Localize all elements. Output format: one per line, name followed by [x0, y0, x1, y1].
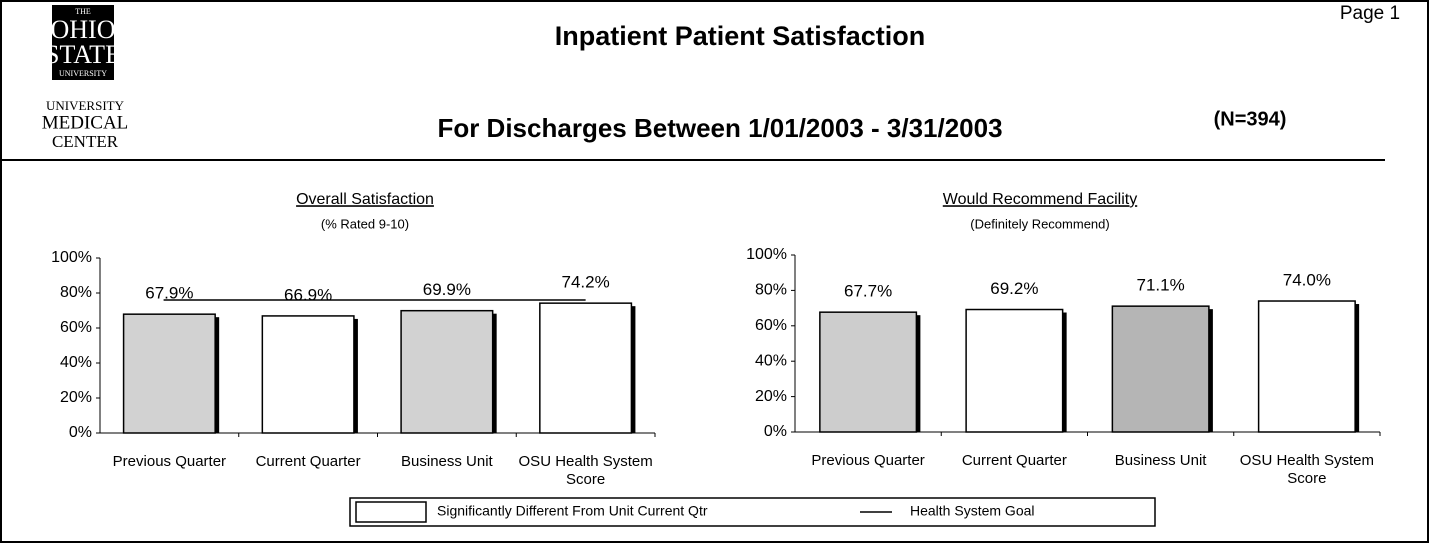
value-label: 67.9% — [145, 284, 193, 303]
x-tick-label-box: Business Unit — [1114, 452, 1207, 469]
y-tick-label: 60% — [60, 319, 92, 336]
x-tick-label: Previous Quarter — [811, 452, 925, 469]
bar — [965, 308, 1064, 433]
logo-block — [52, 5, 114, 80]
x-tick-label: Previous Quarter — [112, 453, 227, 470]
logo-text: CENTER — [52, 132, 119, 151]
chart-subtitle: (Definitely Recommend) — [970, 216, 1109, 231]
x-tick-label-box: Current Quarter — [255, 453, 361, 470]
y-tick-label: 80% — [60, 284, 92, 301]
x-tick-label: OSU Health System Score — [518, 453, 653, 488]
value-label: 71.1% — [1137, 276, 1185, 295]
report-subtitle: For Discharges Between 1/01/2003 - 3/31/… — [437, 113, 1002, 143]
logo: THE OHIO STATE UNIVERSITY UNIVERSITY MED… — [42, 5, 129, 151]
x-tick-label-box: Previous Quarter — [112, 453, 227, 470]
x-tick-label-box: OSU Health System Score — [518, 453, 653, 488]
bar — [1257, 300, 1356, 433]
page-number: Page 1 — [1340, 3, 1400, 24]
y-tick-label: 40% — [755, 352, 787, 369]
legend-swatch — [355, 501, 427, 523]
bar — [1111, 305, 1210, 433]
x-tick-label-box: Current Quarter — [961, 452, 1067, 469]
sample-size: (N=394) — [1214, 108, 1287, 130]
y-tick-label: 60% — [755, 317, 787, 334]
chart-subtitle: (% Rated 9-10) — [321, 216, 409, 231]
logo-text: MEDICAL — [42, 112, 129, 133]
x-tick-label-box: OSU Health System Score — [1239, 452, 1374, 487]
y-tick-label: 20% — [755, 388, 787, 405]
legend-label: Significantly Different From Unit Curren… — [437, 503, 708, 519]
bar — [261, 315, 355, 434]
report-title: Inpatient Patient Satisfaction — [555, 21, 926, 51]
value-label: 69.9% — [423, 280, 471, 299]
legend: Significantly Different From Unit Curren… — [349, 497, 1156, 527]
value-label: 66.9% — [284, 285, 332, 304]
legend-label: Health System Goal — [910, 503, 1035, 519]
logo-text: UNIVERSITY — [59, 69, 107, 78]
logo-text: UNIVERSITY — [46, 98, 125, 113]
x-tick-label: Current Quarter — [255, 453, 361, 470]
y-tick-label: 0% — [764, 423, 787, 440]
logo-text: STATE — [45, 40, 121, 69]
x-tick-label: Current Quarter — [961, 452, 1067, 469]
value-label: 69.2% — [990, 279, 1038, 298]
y-tick-label: 100% — [51, 249, 92, 266]
y-tick-label: 40% — [60, 354, 92, 371]
y-tick-label: 0% — [69, 424, 92, 441]
x-tick-label-box: Business Unit — [401, 453, 493, 470]
x-tick-label: OSU Health System Score — [1239, 452, 1374, 487]
value-label: 67.7% — [844, 282, 892, 301]
value-label: 74.0% — [1283, 271, 1331, 290]
bar — [539, 302, 633, 434]
logo-text: THE — [75, 7, 91, 16]
bar — [819, 311, 918, 433]
bar — [122, 313, 216, 434]
bar — [400, 309, 494, 434]
x-tick-label: Business Unit — [401, 453, 493, 470]
value-label: 74.2% — [562, 273, 610, 292]
y-tick-label: 80% — [755, 282, 787, 299]
legend-box — [349, 497, 1156, 527]
x-tick-label: Business Unit — [1114, 452, 1207, 469]
chart-title: Overall Satisfaction — [296, 191, 434, 208]
x-tick-label-box: Previous Quarter — [811, 452, 925, 469]
y-tick-label: 100% — [746, 246, 787, 263]
chart-title: Would Recommend Facility — [943, 191, 1137, 208]
y-tick-label: 20% — [60, 389, 92, 406]
logo-text: OHIO — [51, 15, 116, 44]
